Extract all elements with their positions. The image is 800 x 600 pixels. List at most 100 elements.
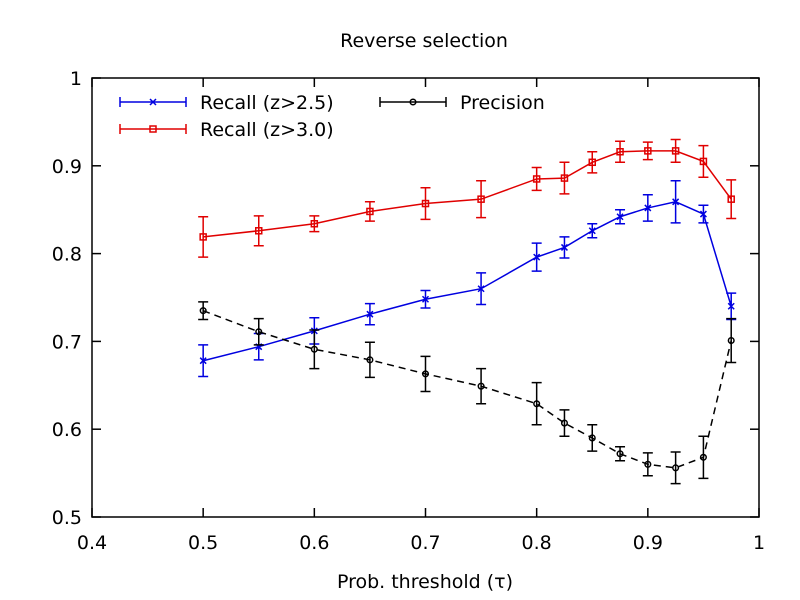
- square-marker: [477, 195, 485, 203]
- circle-marker: [727, 336, 735, 345]
- x-marker: [477, 285, 485, 293]
- error-bar: [615, 140, 626, 164]
- error-bar: [253, 215, 264, 247]
- error-bar: [642, 452, 653, 477]
- circle-marker: [310, 345, 318, 353]
- square-marker: [255, 227, 263, 235]
- legend-swatch: [379, 97, 447, 107]
- error-bar: [476, 179, 487, 219]
- error-bar: [198, 301, 209, 321]
- square-marker: [699, 157, 708, 166]
- error-bar: [698, 435, 709, 480]
- square-marker: [310, 219, 319, 228]
- x-tick-label: 0.8: [522, 532, 552, 554]
- legend-swatch: [119, 124, 187, 134]
- error-bar: [309, 329, 320, 370]
- x-marker: [644, 204, 652, 212]
- x-marker: [727, 302, 735, 310]
- circle-marker: [533, 400, 541, 408]
- circle-marker: [199, 307, 207, 315]
- square-marker: [644, 147, 652, 155]
- x-tick-label: 0.7: [410, 532, 440, 554]
- legend-label: Recall (z>2.5): [200, 92, 334, 114]
- square-marker: [532, 175, 541, 183]
- x-marker: [672, 198, 680, 206]
- error-bar: [726, 179, 737, 220]
- error-bar: [364, 201, 375, 222]
- series-line: [203, 150, 732, 238]
- axes: 0.4 0.5 0.6 0.7 0.8 0.9 1 0.5 0.6 0.7 0.8 0.9 1: [52, 68, 765, 554]
- legend: Recall (z>2.5) Precision Recall (z>3.0): [119, 92, 545, 141]
- x-tick-label: 0.5: [188, 532, 218, 554]
- square-marker: [366, 207, 374, 216]
- circle-marker: [560, 419, 569, 427]
- x-marker: [616, 213, 624, 221]
- square-marker: [560, 174, 569, 182]
- x-marker: [199, 357, 207, 365]
- square-marker: [588, 158, 596, 167]
- error-bar: [253, 317, 264, 346]
- error-bar: [642, 141, 653, 161]
- x-tick-label: 1: [753, 532, 765, 554]
- x-marker: [588, 227, 596, 235]
- x-marker: [560, 243, 568, 251]
- error-bar: [698, 144, 709, 178]
- x-tick-label: 0.6: [299, 532, 329, 554]
- error-bar: [309, 215, 320, 233]
- error-bar: [531, 166, 542, 192]
- error-bar: [670, 451, 681, 485]
- error-bar: [198, 215, 209, 258]
- square-marker: [727, 195, 735, 203]
- legend-label: Precision: [460, 92, 545, 114]
- x-marker: [421, 295, 430, 303]
- square-marker: [199, 233, 207, 241]
- square-marker: [671, 147, 680, 155]
- circle-marker: [255, 328, 263, 336]
- circle-marker: [644, 460, 652, 468]
- chart-title: Reverse selection: [340, 30, 508, 52]
- error-bar: [364, 341, 375, 379]
- circle-marker: [421, 370, 430, 378]
- legend-item: Recall (z>3.0): [119, 119, 334, 141]
- square-marker: [616, 148, 624, 156]
- square-marker: [421, 199, 430, 208]
- error-bar: [587, 424, 598, 452]
- y-tick-label: 1: [70, 68, 82, 90]
- series: [198, 138, 737, 258]
- y-tick-label: 0.6: [52, 419, 82, 441]
- error-bar: [420, 187, 431, 221]
- error-bar: [615, 446, 626, 462]
- series: [198, 179, 737, 378]
- series: [198, 301, 737, 485]
- series-line: [202, 309, 732, 469]
- plot-area: [198, 138, 737, 485]
- x-marker: [533, 253, 541, 261]
- legend-item: Precision: [379, 92, 545, 114]
- circle-marker: [366, 356, 374, 364]
- error-bar: [587, 151, 598, 174]
- error-bar: [476, 367, 487, 405]
- error-bar: [670, 138, 681, 164]
- circle-marker: [588, 434, 596, 442]
- circle-marker: [699, 453, 707, 461]
- error-bar: [531, 381, 542, 426]
- circle-marker: [409, 98, 417, 106]
- x-marker: [366, 310, 374, 318]
- x-tick-label: 0.9: [633, 532, 663, 554]
- x-tick-label: 0.4: [77, 532, 107, 554]
- series-line: [202, 201, 732, 362]
- error-bar: [559, 161, 570, 195]
- y-tick-label: 0.7: [52, 331, 82, 353]
- error-bar: [559, 409, 570, 437]
- circle-marker: [477, 382, 485, 390]
- circle-marker: [616, 450, 624, 458]
- y-tick-label: 0.9: [52, 156, 82, 178]
- error-bar: [726, 317, 737, 364]
- x-marker: [149, 98, 157, 106]
- legend-label: Recall (z>3.0): [200, 119, 334, 141]
- x-marker: [699, 210, 707, 218]
- y-tick-label: 0.8: [52, 244, 82, 266]
- circle-marker: [672, 464, 680, 472]
- error-bar: [420, 355, 431, 393]
